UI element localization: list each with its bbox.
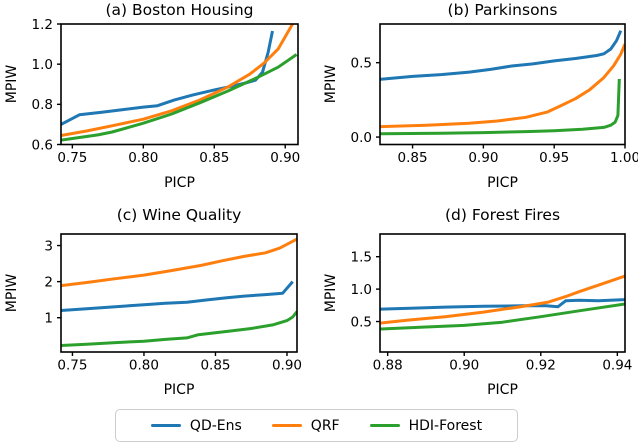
subplot-d-xlabel: PICP — [487, 382, 518, 398]
legend-swatch-qrf — [271, 423, 302, 428]
subplot-a-canvas: 0.75 0.80 0.85 0.90 0.6 0.8 1.0 1.2 — [32, 17, 301, 166]
ytick-label-d: 1.0 — [351, 282, 372, 298]
line-d-qrf — [380, 274, 625, 325]
subplot-d-title: (d) Forest Fires — [444, 206, 561, 224]
xtick-label-c: 0.80 — [129, 358, 159, 374]
ytick-label-c: 1 — [44, 311, 53, 327]
line-b-qrf — [380, 43, 625, 129]
subplot-d-canvas: 0.88 0.90 0.92 0.94 0.5 1.0 1.5 — [351, 233, 632, 374]
line-d-qd-ens — [380, 298, 625, 311]
subplot-b-xlabel: PICP — [487, 175, 518, 191]
xtick-label-c: 0.85 — [200, 358, 230, 374]
subplot-a-xlabel: PICP — [164, 175, 195, 191]
axes-frame-c — [60, 233, 298, 353]
ytick-label-c: 2 — [44, 274, 53, 290]
line-a-qd-ens — [61, 30, 274, 126]
legend-swatch-hdi-forest — [369, 423, 400, 428]
line-b-hdi-forest — [380, 78, 621, 136]
ytick-label-a: 1.0 — [32, 57, 53, 73]
ytick-label-c: 3 — [44, 238, 53, 254]
line-c-qrf — [61, 237, 297, 288]
subplot-c-canvas: 0.75 0.80 0.85 0.90 1 2 3 — [44, 233, 302, 374]
ytick-label-d: 1.5 — [351, 249, 372, 265]
ytick-label-d: 0.5 — [351, 314, 372, 330]
ytick-label-a: 0.6 — [32, 137, 53, 153]
xtick-label-d: 0.88 — [373, 358, 403, 374]
legend-label-qrf: QRF — [310, 417, 340, 434]
legend-label-hdi-forest: HDI-Forest — [408, 417, 483, 434]
xtick-label-b: 0.90 — [468, 150, 498, 166]
subplot-c-xlabel: PICP — [163, 382, 195, 398]
axes-frame-a — [60, 23, 299, 146]
subplot-c: (c) Wine Quality MPIW 0.75 0.80 0.85 0.90 1 2… — [0, 196, 319, 398]
ytick-label-b: 0.0 — [351, 130, 372, 146]
line-c-qd-ens — [61, 280, 294, 312]
line-c-hdi-forest — [61, 310, 297, 347]
xtick-label-d: 0.94 — [602, 358, 632, 374]
xtick-label-d: 0.90 — [449, 358, 479, 374]
subplot-d: (d) Forest Fires MPIW 0.88 0.90 0.92 0.94 0.… — [319, 196, 638, 398]
xtick-label-b: 0.85 — [398, 150, 428, 166]
line-a-hdi-forest — [61, 53, 298, 142]
xtick-label-a: 0.75 — [57, 150, 87, 166]
xtick-label-c: 0.75 — [57, 358, 87, 374]
subplot-b-title: (b) Parkinsons — [447, 1, 558, 19]
xtick-label-b: 1.00 — [610, 150, 638, 166]
subplot-c-title: (c) Wine Quality — [116, 206, 242, 224]
line-b-qd-ens — [380, 30, 623, 81]
xtick-label-d: 0.92 — [526, 358, 556, 374]
xtick-label-a: 0.85 — [199, 150, 229, 166]
line-a-qrf — [61, 24, 295, 137]
subplot-a: (a) Boston Housing MPIW 0.75 0.80 0.85 0.90… — [0, 0, 319, 196]
legend-item-qd-ens: QD-Ens — [150, 417, 242, 434]
ytick-label-a: 1.2 — [32, 17, 53, 33]
legend-swatch-qd-ens — [150, 423, 181, 428]
xtick-label-a: 0.90 — [270, 150, 300, 166]
subplot-b-canvas: 0.85 0.90 0.95 1.00 0.0 0.5 — [351, 23, 638, 166]
line-d-hdi-forest — [380, 302, 625, 331]
axes-frame-b — [379, 23, 626, 146]
subplot-b: (b) Parkinsons MPIW 0.85 0.90 0.95 1.00 0.0 0… — [319, 0, 638, 196]
legend-label-qd-ens: QD-Ens — [189, 417, 242, 434]
subplot-a-title: (a) Boston Housing — [105, 1, 254, 19]
legend: QD-Ens QRF HDI-Forest — [115, 409, 518, 442]
xtick-label-b: 0.95 — [539, 150, 569, 166]
legend-item-hdi-forest: HDI-Forest — [369, 417, 483, 434]
axes-frame-d — [379, 233, 626, 353]
legend-item-qrf: QRF — [271, 417, 340, 434]
ytick-label-a: 0.8 — [32, 97, 53, 113]
xtick-label-a: 0.80 — [128, 150, 158, 166]
ytick-label-b: 0.5 — [351, 55, 372, 71]
xtick-label-c: 0.90 — [272, 358, 302, 374]
